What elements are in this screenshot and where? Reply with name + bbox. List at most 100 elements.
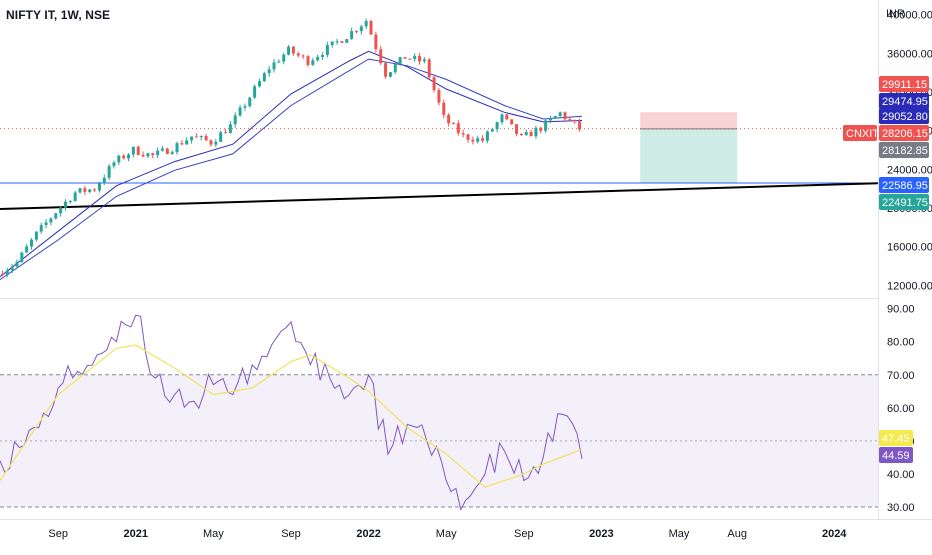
candle-body: [553, 116, 557, 119]
candle-body: [437, 90, 441, 103]
position-reward-zone[interactable]: [640, 128, 738, 183]
candle-body: [131, 146, 135, 155]
candle-body: [548, 118, 552, 121]
candle-body: [151, 153, 155, 156]
candle-body: [272, 62, 276, 70]
candle-body: [519, 133, 523, 136]
candle-body: [316, 56, 320, 61]
candle-body: [500, 114, 504, 123]
candle-body: [321, 55, 325, 57]
candle-body: [10, 266, 14, 271]
candle-body: [199, 136, 203, 138]
candle-body: [447, 114, 451, 124]
candle-body: [563, 112, 567, 120]
candle-body: [291, 46, 295, 54]
candle-body: [175, 143, 179, 153]
candle-body: [30, 239, 34, 247]
candle-body: [505, 114, 509, 120]
rsi-axis-tick-2: 70.00: [887, 370, 915, 382]
candle-body: [282, 54, 286, 62]
candle-body: [83, 188, 87, 192]
candle-body: [170, 152, 174, 155]
candle-body: [427, 59, 431, 78]
candle-body: [573, 119, 577, 122]
candle-body: [277, 61, 281, 63]
price-badge-1: 29474.95: [882, 96, 928, 108]
candle-body: [107, 166, 111, 178]
candle-body: [20, 252, 24, 262]
candle-body: [257, 81, 261, 87]
position-risk-zone[interactable]: [640, 112, 738, 129]
trendline[interactable]: [0, 182, 879, 210]
candle-body: [374, 34, 378, 50]
candle-body: [287, 46, 291, 55]
candle-body: [422, 59, 426, 62]
time-axis-tick-5: May: [436, 528, 457, 540]
candle-body: [112, 162, 116, 167]
candle-body: [267, 69, 271, 74]
candle-body: [253, 86, 257, 98]
rsi-badge-1: 44.59: [882, 450, 910, 462]
price-axis-tick-6: 16000.00: [887, 242, 932, 254]
candle-body: [97, 183, 101, 191]
candle-body: [471, 139, 475, 142]
symbol-tag: CNXIT: [846, 128, 879, 140]
candle-body: [233, 115, 237, 125]
rsi-badge-0-bg: [879, 430, 913, 446]
candle-body: [568, 119, 572, 121]
time-axis-tick-7: 2023: [589, 528, 613, 540]
candle-body: [228, 124, 232, 134]
currency-label[interactable]: INR: [886, 8, 905, 20]
candle-body: [301, 55, 305, 57]
candle-body: [456, 123, 460, 134]
time-axis-tick-6: Sep: [514, 528, 534, 540]
candle-body: [413, 56, 417, 60]
candle-body: [325, 44, 329, 56]
symbol-title: NIFTY IT, 1W, NSE: [6, 8, 111, 22]
candle-body: [78, 188, 82, 193]
candle-body: [432, 77, 436, 91]
candle-body: [529, 132, 533, 137]
time-axis-tick-9: Aug: [727, 528, 747, 540]
price-badge-0: 29911.15: [882, 79, 927, 91]
candle-body: [209, 140, 213, 145]
candle-body: [393, 64, 397, 73]
candle-body: [524, 132, 528, 136]
candle-body: [243, 106, 247, 108]
candle-body: [49, 218, 53, 223]
time-axis-tick-8: May: [669, 528, 690, 540]
candle-body: [510, 119, 514, 125]
candle-body: [25, 246, 29, 253]
candle-body: [364, 21, 368, 27]
time-axis-tick-10: 2024: [822, 528, 847, 540]
rsi-line: [0, 314, 583, 511]
candle-body: [88, 189, 92, 192]
price-axis-tick-7: 12000.00: [887, 280, 932, 292]
candle-body: [515, 124, 519, 134]
candle-body: [345, 39, 349, 43]
candle-body: [262, 73, 266, 82]
candle-body: [558, 112, 562, 117]
rsi-badge-0: 47.45: [882, 433, 910, 445]
candle-body: [442, 102, 446, 115]
candle-body: [34, 231, 38, 240]
candle-body: [311, 60, 315, 65]
candle-body: [403, 57, 407, 59]
candle-body: [44, 222, 48, 226]
candle-body: [190, 136, 194, 141]
candle-body: [495, 122, 499, 130]
price-badge-2-bg: [879, 108, 929, 124]
candle-body: [534, 127, 538, 137]
time-axis-tick-4: 2022: [356, 528, 380, 540]
candle-body: [146, 153, 150, 157]
candle-body: [194, 136, 198, 138]
candle-body: [5, 270, 9, 276]
candle-body: [0, 273, 4, 276]
candle-body: [102, 177, 106, 184]
candle-body: [306, 56, 310, 65]
candle-body: [117, 155, 121, 163]
rsi-axis-tick-0: 90.00: [887, 304, 915, 316]
candle-body: [204, 136, 208, 141]
candle-body: [39, 225, 43, 232]
